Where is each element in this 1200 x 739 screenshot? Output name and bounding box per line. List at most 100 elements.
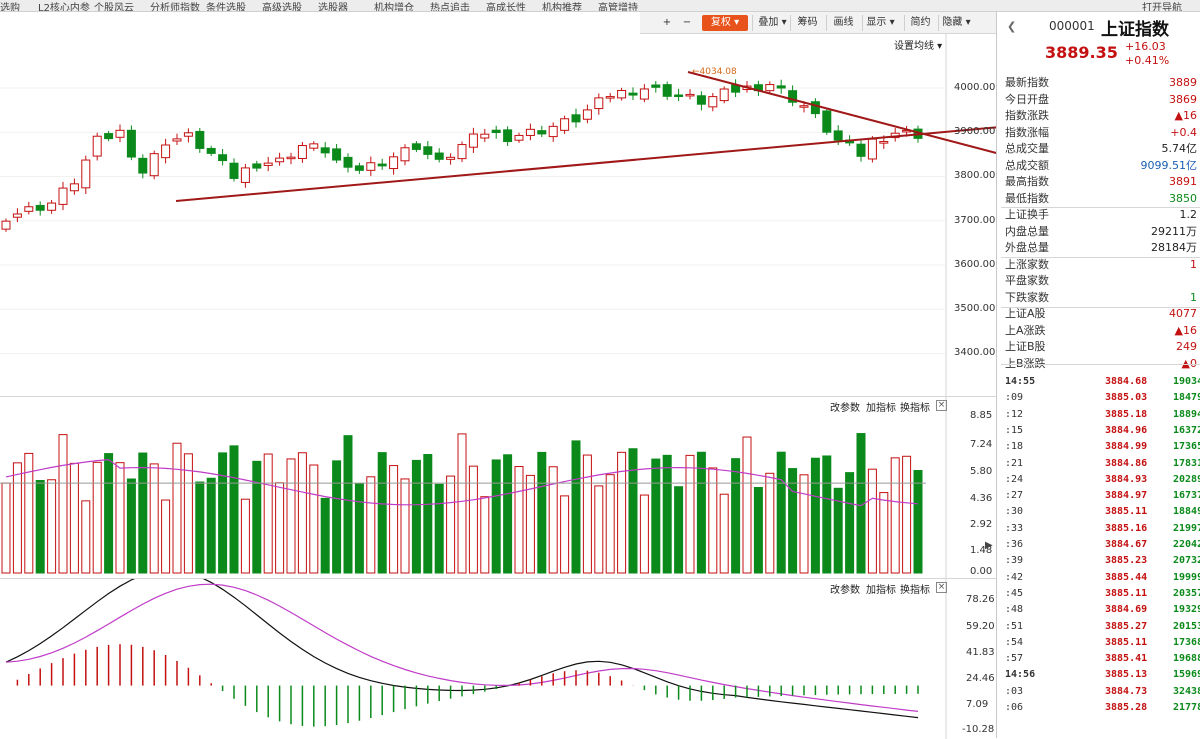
quote-label: 上A涨跌	[1005, 323, 1046, 337]
volume-bar	[332, 460, 342, 574]
volume-bar	[651, 458, 661, 574]
volume-bar	[138, 452, 148, 574]
quote-label: 平盘家数	[1005, 274, 1049, 287]
volume-bar	[1, 482, 11, 574]
menu-item[interactable]: L2核心内参	[38, 3, 90, 12]
overlay-button[interactable]: 叠加 ▾	[752, 15, 792, 31]
volume-bar	[708, 467, 718, 574]
kline-panel[interactable]: ←4034.08	[0, 12, 996, 396]
macd-panel[interactable]	[0, 578, 996, 739]
candle-body	[503, 129, 513, 143]
tick-volume: 16372	[1173, 424, 1200, 436]
tick-time: :39	[1005, 555, 1024, 567]
menu-item[interactable]: 高成长性	[486, 3, 526, 12]
candle-body	[788, 90, 798, 103]
tick-volume: 18479	[1173, 392, 1200, 404]
macd-axis-label: 41.83	[966, 647, 995, 658]
quote-label: 总成交量	[1005, 142, 1049, 155]
tick-row: :39 3885.23 20732	[1005, 553, 1200, 568]
chips-button[interactable]: 筹码	[790, 15, 824, 31]
tick-volume: 22042	[1173, 539, 1200, 550]
menu-item[interactable]: 高级选股	[262, 3, 302, 12]
candle-body	[879, 141, 889, 144]
menu-item[interactable]: 选股器	[318, 3, 348, 12]
stock-change: +16.03	[1125, 40, 1166, 53]
candle-body	[582, 109, 592, 120]
candle-body	[605, 96, 615, 99]
volume-bar	[731, 458, 741, 574]
quote-row: 今日开盘 3869	[1005, 92, 1200, 108]
volume-chart[interactable]	[0, 397, 996, 579]
macd-chart[interactable]	[0, 579, 996, 739]
tick-row: :27 3884.97 16737	[1005, 488, 1200, 503]
volume-bar	[423, 454, 433, 574]
vol-axis-label: 5.80	[970, 466, 993, 477]
restore-rights-button[interactable]: 复权 ▾	[702, 15, 748, 31]
menu-item[interactable]: 选购	[0, 3, 20, 12]
switch-indicator-link[interactable]: 换指标	[900, 403, 930, 414]
menu-item[interactable]: 机构推荐	[542, 3, 582, 12]
menu-item[interactable]: 条件选股	[206, 3, 246, 12]
volume-bar	[446, 475, 456, 574]
tick-time: 14:55	[1005, 376, 1036, 387]
candle-body	[480, 133, 490, 139]
tick-volume: 16737	[1173, 490, 1200, 502]
simple-button[interactable]: 简约	[904, 15, 936, 31]
draw-line-button[interactable]: 画线	[826, 15, 860, 31]
tick-row: :33 3885.16 21997	[1005, 521, 1200, 536]
add-indicator-link[interactable]: 加指标	[866, 403, 896, 414]
price-axis-label: 3500.00	[954, 303, 996, 314]
tick-time: :45	[1005, 587, 1024, 599]
close-panel-button[interactable]: ×	[936, 582, 947, 593]
menu-item[interactable]: 个股风云	[94, 3, 134, 12]
quote-label: 最新指数	[1005, 76, 1049, 89]
candle-body	[377, 163, 387, 167]
volume-bar	[183, 453, 193, 574]
tick-time: :30	[1005, 506, 1024, 518]
candle-body	[229, 162, 239, 179]
vol-axis-label: 7.24	[970, 439, 993, 450]
edit-params-link[interactable]: 改参数	[830, 403, 860, 414]
price-axis-label: 3700.00	[954, 215, 996, 226]
display-button[interactable]: 显示 ▾	[862, 15, 898, 31]
menu-item[interactable]: 分析师指数	[150, 3, 200, 12]
candle-body	[856, 143, 866, 157]
volume-panel[interactable]	[0, 396, 996, 579]
candle-body	[343, 156, 353, 168]
close-panel-button[interactable]: ×	[936, 400, 947, 411]
collapse-panel-handle[interactable]: ▶	[985, 540, 993, 551]
volume-bar	[571, 440, 581, 574]
tick-row: :30 3885.11 18849	[1005, 504, 1200, 519]
volume-bar	[514, 466, 524, 574]
hide-button[interactable]: 隐藏 ▾	[938, 15, 974, 31]
chart-toolbar: + − 复权 ▾ 叠加 ▾ 筹码 画线 显示 ▾ 简约 隐藏 ▾	[640, 12, 996, 34]
switch-indicator-link[interactable]: 换指标	[900, 585, 930, 596]
menu-item[interactable]: 热点追击	[430, 3, 470, 12]
candle-body	[776, 85, 786, 89]
candle-body	[58, 187, 68, 205]
volume-bar	[605, 474, 615, 574]
set-ma-link[interactable]: 设置均线 ▾	[894, 41, 943, 52]
tick-volume: 18894	[1173, 408, 1200, 420]
zoom-out-button[interactable]: −	[682, 17, 692, 28]
quote-label: 外盘总量	[1005, 241, 1049, 254]
volume-bar	[753, 487, 763, 574]
menu-item[interactable]: 高管增持	[598, 3, 638, 12]
quote-label: 上证换手	[1005, 208, 1049, 221]
open-nav-link[interactable]: 打开导航	[1142, 3, 1182, 12]
tick-volume: 20153	[1173, 620, 1200, 632]
candle-body	[195, 130, 205, 149]
kline-chart[interactable]: ←4034.08	[0, 12, 996, 396]
volume-bar	[560, 495, 570, 574]
menu-item[interactable]: 机构增仓	[374, 3, 414, 12]
quote-value: 249	[1176, 340, 1197, 353]
tick-volume: 21997	[1173, 522, 1200, 534]
volume-bar	[468, 465, 478, 574]
add-indicator-link[interactable]: 加指标	[866, 585, 896, 596]
edit-params-link[interactable]: 改参数	[830, 585, 860, 596]
stock-code: 000001	[1049, 19, 1095, 33]
zoom-in-button[interactable]: +	[662, 17, 672, 28]
nav-arrow-icon[interactable]: ❮	[1007, 20, 1017, 33]
stock-price: 3889.35	[1045, 43, 1118, 62]
quote-row: 上A涨跌 ▲16	[1005, 323, 1200, 339]
